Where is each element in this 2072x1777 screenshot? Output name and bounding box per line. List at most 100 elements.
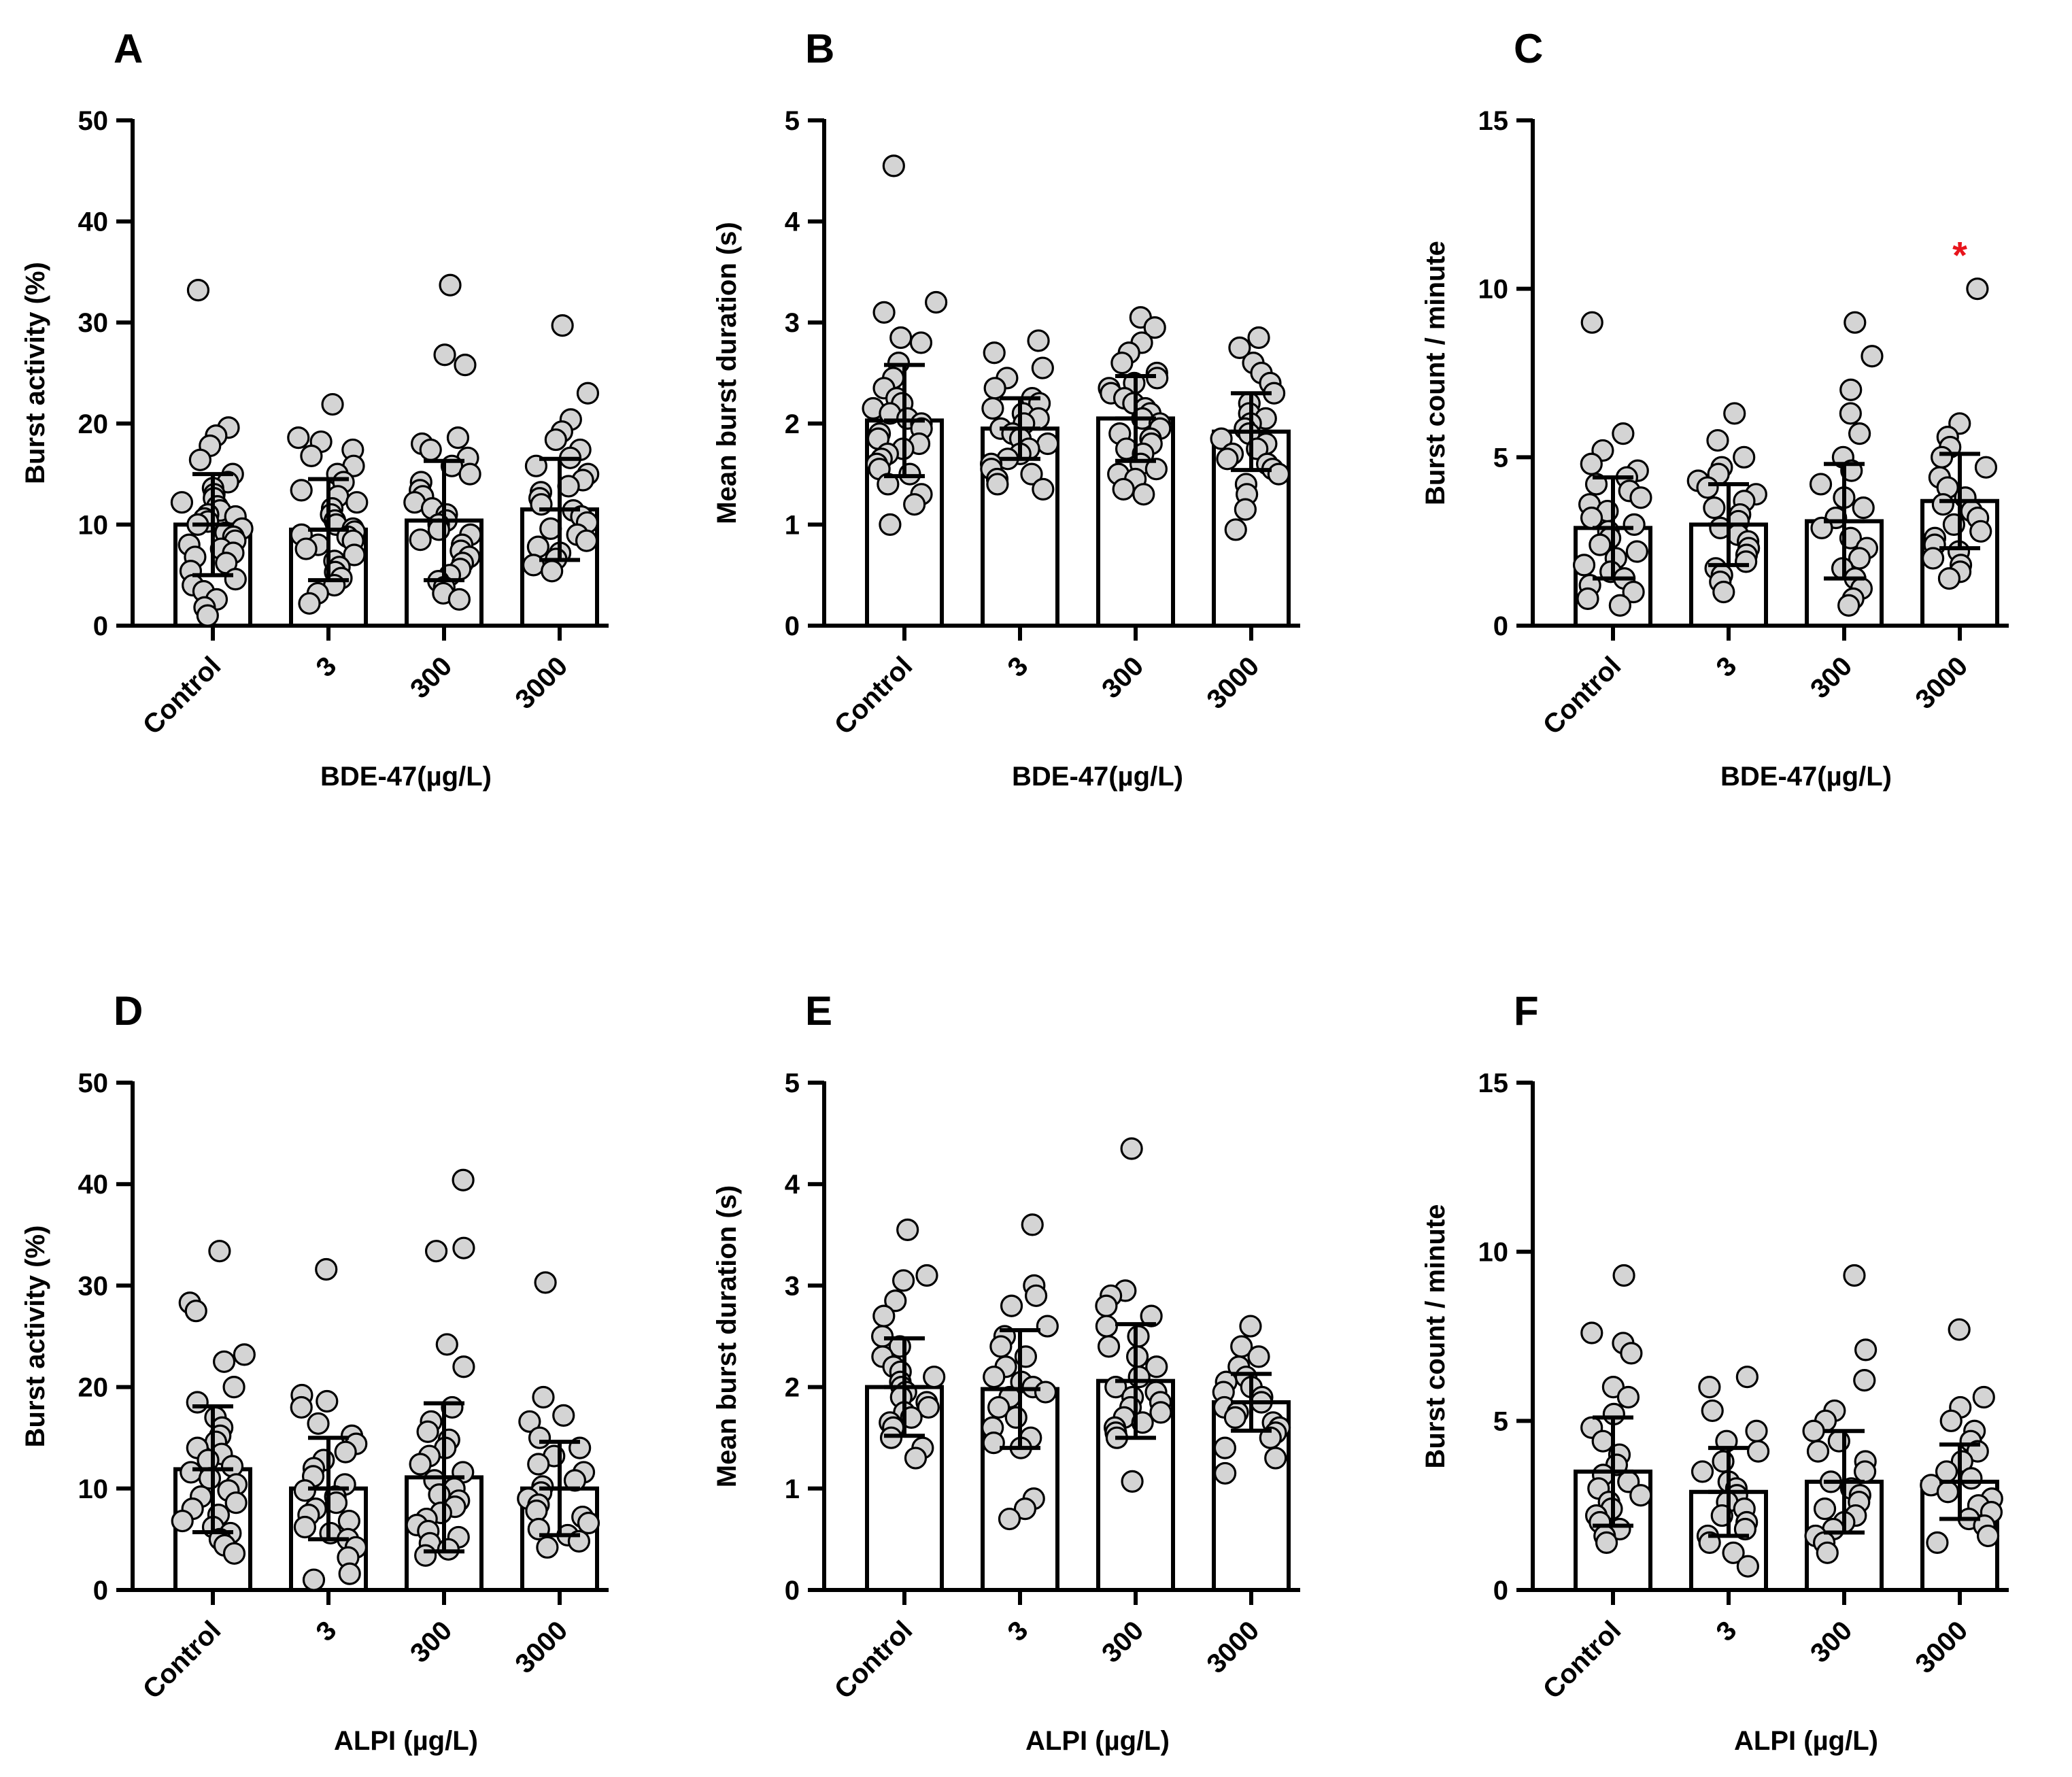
data-point [1950, 1450, 1973, 1473]
data-point [1620, 1342, 1643, 1365]
data-point [186, 1391, 209, 1414]
x-tick-label: 3 [1711, 1615, 1743, 1647]
data-point [1848, 422, 1871, 445]
data-point [1267, 462, 1290, 486]
data-point [298, 592, 321, 615]
data-point [1608, 594, 1631, 617]
data-point [1239, 1315, 1262, 1338]
data-point [433, 343, 456, 367]
data-point [1839, 378, 1863, 401]
y-axis-title: Burst activity (%) [20, 1225, 50, 1448]
data-point [1802, 1419, 1825, 1442]
y-tick-label: 0 [93, 1576, 108, 1606]
data-point [1591, 1429, 1614, 1453]
data-point [1580, 452, 1603, 475]
x-tick-label: Control [137, 1615, 227, 1705]
data-point [576, 382, 600, 405]
data-point [416, 1420, 439, 1443]
data-point [1976, 1524, 2000, 1548]
panel-b: B 0 1 2 3 4 5 Mean burst duration (s) Control 3 30… [712, 26, 1300, 792]
data-point [419, 438, 442, 462]
data-point [1036, 432, 1059, 456]
data-point [983, 341, 1006, 365]
y-tick-label: 0 [785, 611, 800, 641]
data-point [1127, 1366, 1151, 1389]
data-point [1612, 422, 1635, 445]
x-tick-label: 300 [1096, 1615, 1149, 1668]
data-point [1000, 1294, 1023, 1317]
x-tick-label: 3 [1002, 1615, 1034, 1647]
data-point [409, 528, 432, 552]
data-point [1852, 496, 1875, 520]
x-tick-label: 300 [1805, 1615, 1858, 1668]
data-point [998, 1507, 1021, 1531]
panel-d: D 0 10 20 30 40 50 Burst activity (%) Control 3 30… [20, 988, 609, 1756]
data-point [532, 1385, 555, 1409]
data-point [1813, 1497, 1837, 1521]
data-point [1712, 580, 1735, 604]
data-point [1589, 533, 1612, 556]
data-point [1144, 458, 1168, 481]
data-point [1844, 311, 1867, 334]
data-point [982, 1432, 1005, 1455]
data-point [1816, 1541, 1839, 1564]
panel-e: E 0 1 2 3 4 5 Mean burst duration (s) Control 3 30… [712, 988, 1300, 1756]
data-point [1723, 402, 1746, 425]
data-point [1247, 1345, 1270, 1368]
panel-c: C 0 5 10 15 Burst count / minute Control 3 300 30… [1421, 26, 2009, 792]
data-point [1004, 1406, 1027, 1429]
data-point [877, 473, 900, 496]
data-point [1861, 345, 1884, 368]
y-tick-label: 15 [1478, 1068, 1509, 1098]
data-point [1733, 445, 1756, 469]
data-point [872, 301, 896, 324]
y-tick-label: 20 [78, 1373, 109, 1403]
x-tick-label: 300 [405, 1615, 458, 1668]
data-point [1837, 594, 1861, 617]
x-tick-label: 300 [1805, 651, 1858, 704]
data-point [525, 1500, 548, 1523]
data-point [1696, 476, 1719, 499]
data-point [208, 1240, 231, 1263]
data-point [1972, 1385, 1995, 1409]
data-point [1580, 506, 1603, 530]
data-point [522, 554, 545, 577]
data-point [1140, 1304, 1163, 1327]
data-point [1097, 1335, 1121, 1358]
data-point [452, 1355, 475, 1378]
data-point [536, 1536, 559, 1559]
data-point [1095, 1294, 1118, 1317]
y-tick-label: 4 [785, 207, 800, 237]
y-tick-label: 4 [785, 1170, 800, 1200]
data-point [1629, 1484, 1652, 1507]
data-point [315, 1257, 338, 1281]
data-point [884, 1289, 907, 1313]
data-point [1580, 311, 1603, 334]
y-tick-label: 10 [1478, 275, 1509, 305]
data-point [213, 1350, 236, 1373]
data-point [186, 279, 210, 302]
data-point [552, 1404, 575, 1427]
data-point [224, 1491, 248, 1514]
data-point [1021, 1213, 1044, 1236]
data-point [1926, 1531, 1949, 1554]
data-point [903, 493, 926, 516]
data-point [1806, 1440, 1830, 1463]
x-tick-label: Control [1538, 651, 1627, 741]
data-point [1921, 547, 1945, 570]
data-point [196, 604, 219, 627]
y-axis-title: Mean burst duration (s) [712, 1185, 742, 1487]
y-tick-label: 0 [785, 1576, 800, 1606]
y-tick-label: 5 [785, 106, 800, 136]
data-point [316, 1389, 339, 1413]
data-point [923, 1366, 946, 1389]
x-tick-label: Control [1538, 1615, 1627, 1705]
y-tick-label: 1 [785, 1474, 800, 1504]
data-point [1034, 1381, 1057, 1404]
data-point [1736, 1555, 1759, 1578]
data-point [896, 1218, 919, 1241]
y-tick-label: 3 [785, 1271, 800, 1301]
data-point [904, 1446, 928, 1470]
data-point [1936, 1480, 1960, 1504]
